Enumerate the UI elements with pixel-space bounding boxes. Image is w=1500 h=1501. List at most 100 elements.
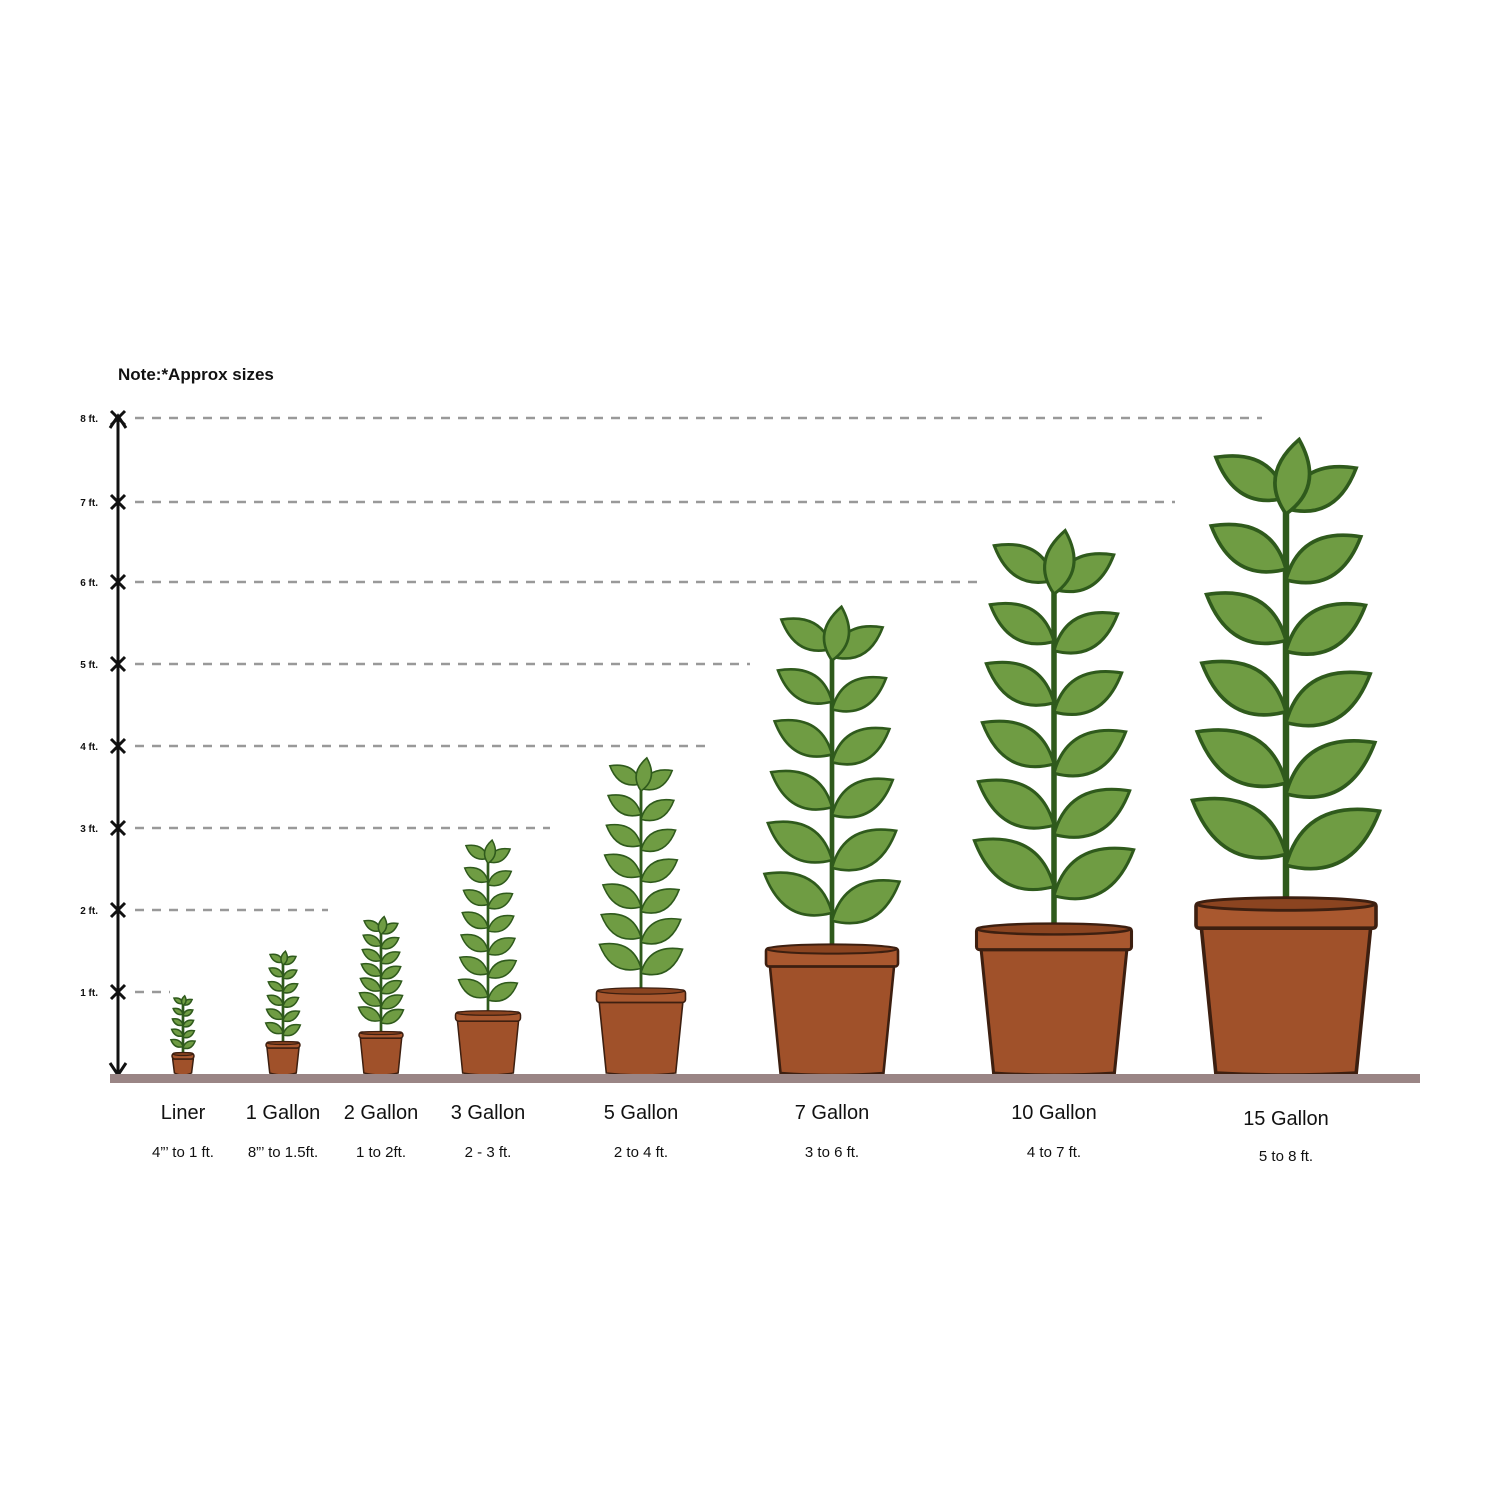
leaf [766,820,834,864]
pot-body [1199,926,1373,1077]
leaf [1283,670,1373,728]
leaf [282,969,298,980]
scale-label: 1 ft. [80,988,98,999]
pot-body [768,965,896,1077]
leaf [487,981,519,1002]
axis-cross [109,901,127,919]
axis-cross [109,573,127,591]
size-name: 5 Gallon [604,1102,679,1124]
leaf [603,853,642,879]
leaf [976,778,1056,830]
leaf [487,892,514,910]
axis-cross [109,409,127,427]
leaf [830,675,888,713]
plant-pot: 10 Gallon 4 to 7 ft. [972,528,1136,1161]
leaf [266,994,284,1006]
scale-label: 5 ft. [80,660,98,671]
size-range: 2 - 3 ft. [465,1144,512,1161]
leaf [972,837,1056,892]
pot-soil [1195,896,1377,912]
leaf [1052,728,1128,778]
leaf [640,917,682,945]
leaf [830,879,902,925]
leaf [483,838,497,865]
leaf [598,942,642,971]
plant-pot: 7 Gallon 3 to 6 ft. [762,604,902,1161]
size-range: 5 to 8 ft. [1259,1148,1313,1165]
size-name: 15 Gallon [1243,1108,1329,1130]
size-range: 1 to 2ft. [356,1144,406,1161]
leaf [830,726,892,766]
note: Note:*Approx sizes [118,365,274,384]
pot-body [598,1001,684,1076]
leaf [182,1008,194,1017]
pot-body [171,1058,195,1076]
size-name: 1 Gallon [246,1102,321,1124]
leaf [487,959,518,979]
leaf [182,1040,197,1050]
leaf [762,871,834,917]
scale-label: 8 ft. [80,414,98,425]
scale-label: 6 ft. [80,578,98,589]
leaf [1283,807,1383,871]
size-range: 2 to 4 ft. [614,1144,668,1161]
leaf [640,828,677,853]
leaf [600,913,642,940]
leaf [992,543,1056,584]
leaf [1283,601,1368,656]
leaf [169,1038,184,1048]
size-name: 10 Gallon [1011,1102,1097,1124]
leaf [264,1021,284,1035]
leaf [380,965,402,980]
leaf [487,937,517,956]
leaf [357,1006,382,1022]
leaf [172,1007,184,1016]
leaf [772,718,834,758]
leaf [1199,659,1289,717]
leaf [1052,846,1136,901]
plant-pot: 1 Gallon 8”’ to 1.5ft. [246,950,321,1161]
leaf [776,668,834,705]
pot-soil [596,987,686,995]
leaf [984,660,1056,707]
leaf [1208,522,1289,574]
size-range: 8”’ to 1.5ft. [248,1144,318,1161]
leaf [487,914,515,933]
leaf [358,991,382,1007]
leaf [1052,787,1132,839]
leaf [282,982,299,994]
leaf [487,870,513,887]
scale-label: 3 ft. [80,824,98,835]
leaf [359,977,382,992]
pot-body [456,1020,520,1076]
leaf [640,947,684,976]
pot-soil [765,943,899,955]
leaf [170,1028,184,1038]
leaf [640,888,681,914]
leaf [640,858,679,883]
leaf [380,951,401,965]
leaf [601,883,642,909]
leaf [822,604,851,663]
leaf [1204,591,1289,646]
leaf [640,798,676,822]
leaf [980,719,1056,769]
leaf [463,866,489,884]
leaf [1043,528,1076,597]
leaf [1283,738,1378,799]
leaf [171,1017,184,1027]
size-range: 3 to 6 ft. [805,1144,859,1161]
leaf [1052,611,1120,655]
leaf [462,889,489,907]
leaf [380,936,400,950]
leaf [182,1019,195,1028]
size-name: 7 Gallon [795,1102,870,1124]
leaf [830,828,898,872]
leaf [605,823,642,848]
pot-soil [172,1051,194,1057]
leaf [606,794,642,817]
leaf [457,978,489,999]
leaf [182,1029,196,1039]
size-range: 4 to 7 ft. [1027,1144,1081,1161]
